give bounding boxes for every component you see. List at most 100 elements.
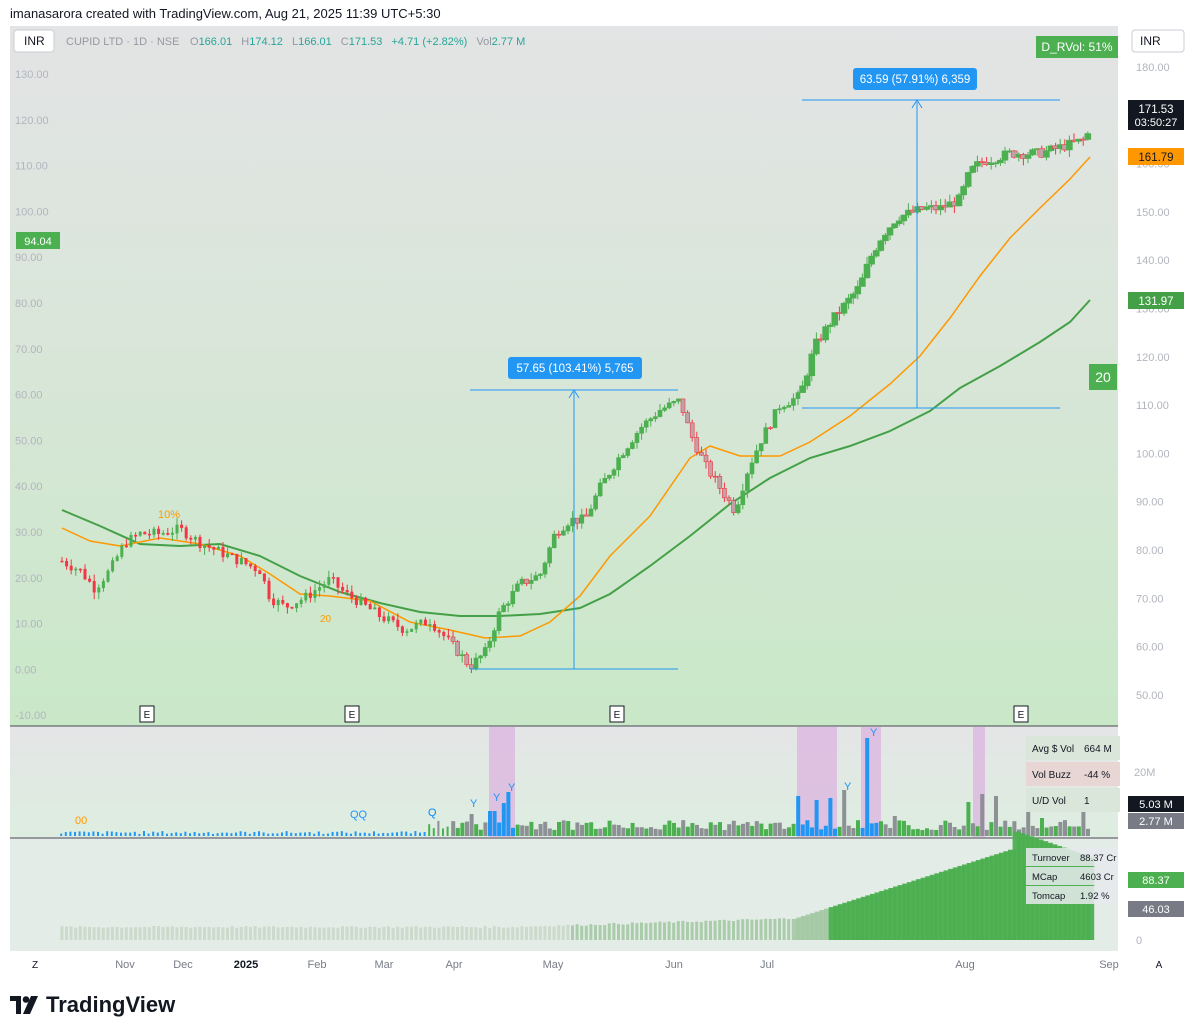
volume-highlight-band	[861, 727, 881, 837]
earnings-marker-box[interactable]	[344, 705, 360, 723]
right-axis-tick: 110.00	[1136, 400, 1169, 412]
time-axis-background	[10, 951, 1118, 976]
candlestick-series[interactable]	[60, 131, 1092, 674]
candle-body	[868, 255, 875, 265]
candle-body	[1001, 150, 1009, 161]
turnover-bar	[994, 854, 1003, 940]
volume-bar	[718, 822, 722, 836]
candle-body	[69, 565, 73, 571]
candle-body	[487, 640, 493, 648]
turnover-bar	[221, 927, 225, 940]
chart-canvas[interactable]: INR CUPID LTD · 1D · NSE O166.01 H174.12…	[10, 26, 1190, 976]
candle-body	[230, 553, 234, 556]
candle-body	[138, 531, 142, 536]
turnover-bar	[722, 919, 726, 940]
volume-bar	[695, 824, 699, 836]
turnover-bar	[239, 926, 243, 940]
volume-bar	[888, 827, 893, 836]
turnover-bar	[883, 889, 892, 940]
candle-body	[602, 477, 608, 484]
volume-bars[interactable]	[60, 738, 1090, 836]
volume-bar	[934, 829, 939, 836]
turnover-bar	[433, 927, 436, 940]
volume-bar	[649, 827, 653, 836]
auto-scale-button[interactable]	[1150, 956, 1168, 972]
right-axis-tick: 180.00	[1136, 62, 1170, 74]
volume-bar	[69, 831, 72, 836]
candle-body	[414, 622, 418, 630]
turnover-bar	[851, 899, 860, 940]
candle-body	[221, 546, 225, 558]
volume-bar	[741, 823, 745, 836]
measure-annotation-2[interactable]: 63.59 (57.91%) 6,359	[802, 68, 1060, 409]
volume-bar	[529, 821, 534, 836]
volume-bar	[368, 833, 371, 836]
volume-bar	[184, 831, 187, 836]
turnover-bar	[336, 927, 340, 940]
time-axis-tick: 2025	[234, 959, 258, 971]
volume-bar	[179, 833, 182, 836]
turnover-bar	[667, 921, 671, 940]
measure-annotation-1[interactable]: 57.65 (103.41%) 5,765	[470, 357, 678, 670]
turnover-bar	[837, 904, 846, 940]
right-axis-tick: 60.00	[1136, 642, 1164, 654]
volume-bar	[437, 820, 440, 836]
volume-bar	[488, 811, 492, 836]
volume-bar	[906, 825, 911, 836]
turnover-bar	[198, 926, 202, 940]
volume-table-label-cell	[1026, 736, 1078, 760]
left-price-axis[interactable]: 130.00 120.00 110.00 100.00 90.00 80.00 70.00 6…	[15, 69, 49, 722]
currency-button-left[interactable]	[13, 29, 55, 53]
turnover-bar	[161, 926, 165, 940]
volume-bar	[304, 832, 306, 836]
candle-body	[712, 475, 718, 478]
volume-bar	[506, 792, 511, 836]
pct-marker: 10%	[158, 509, 180, 521]
turnover-bar	[331, 927, 335, 940]
candle-body	[478, 655, 483, 659]
candle-body	[1043, 150, 1050, 158]
volume-bar	[534, 829, 538, 836]
turnover-bar	[308, 926, 312, 940]
volume-bar	[823, 825, 828, 836]
turnover-label-b: 46.03	[1142, 904, 1170, 916]
symbol-title[interactable]: CUPID LTD · 1D · NSE	[66, 36, 179, 48]
turnover-table-label: MCap	[1032, 872, 1057, 883]
currency-button-right[interactable]	[1131, 29, 1185, 53]
turnover-bar	[92, 927, 96, 940]
turnover-bar	[124, 927, 128, 940]
volume-axis-label: 20M	[1134, 767, 1155, 779]
volume-bar	[902, 820, 906, 836]
candle-body	[391, 616, 395, 621]
turnover-bar	[538, 926, 542, 940]
volume-bar	[115, 832, 118, 836]
volume-bar	[681, 820, 686, 836]
turnover-table-value: 1.92 %	[1080, 891, 1110, 902]
close-label: C	[341, 36, 349, 48]
candle-body	[969, 165, 977, 173]
volume-bar	[920, 829, 925, 836]
volume-bar	[1058, 821, 1063, 836]
last-price-label: 171.53	[1138, 104, 1173, 116]
left-axis-tick: 80.00	[15, 298, 43, 310]
volume-bar	[1086, 828, 1090, 836]
volume-bar	[294, 833, 297, 836]
earnings-marker-box[interactable]	[1013, 705, 1029, 723]
turnover-bar	[207, 926, 211, 940]
volume-bar	[520, 825, 525, 836]
ema-slow-line[interactable]	[61, 299, 1091, 617]
tradingview-logo[interactable]: TradingView	[10, 992, 175, 1018]
volume-table-label-cell	[1026, 788, 1078, 812]
candle-body	[722, 488, 727, 499]
time-axis[interactable]: Nov Dec 2025 Feb Mar Apr May Jun Jul Aug Sep	[115, 959, 1119, 971]
turnover-bar	[879, 890, 888, 940]
earnings-marker-box[interactable]	[609, 705, 625, 723]
candle-body	[469, 664, 474, 669]
earnings-marker-box[interactable]	[139, 705, 155, 723]
zoom-button[interactable]	[26, 956, 44, 972]
turnover-bar	[313, 927, 317, 940]
turnover-bar	[805, 914, 814, 940]
candle-body	[799, 385, 806, 393]
turnover-bar	[773, 918, 777, 940]
